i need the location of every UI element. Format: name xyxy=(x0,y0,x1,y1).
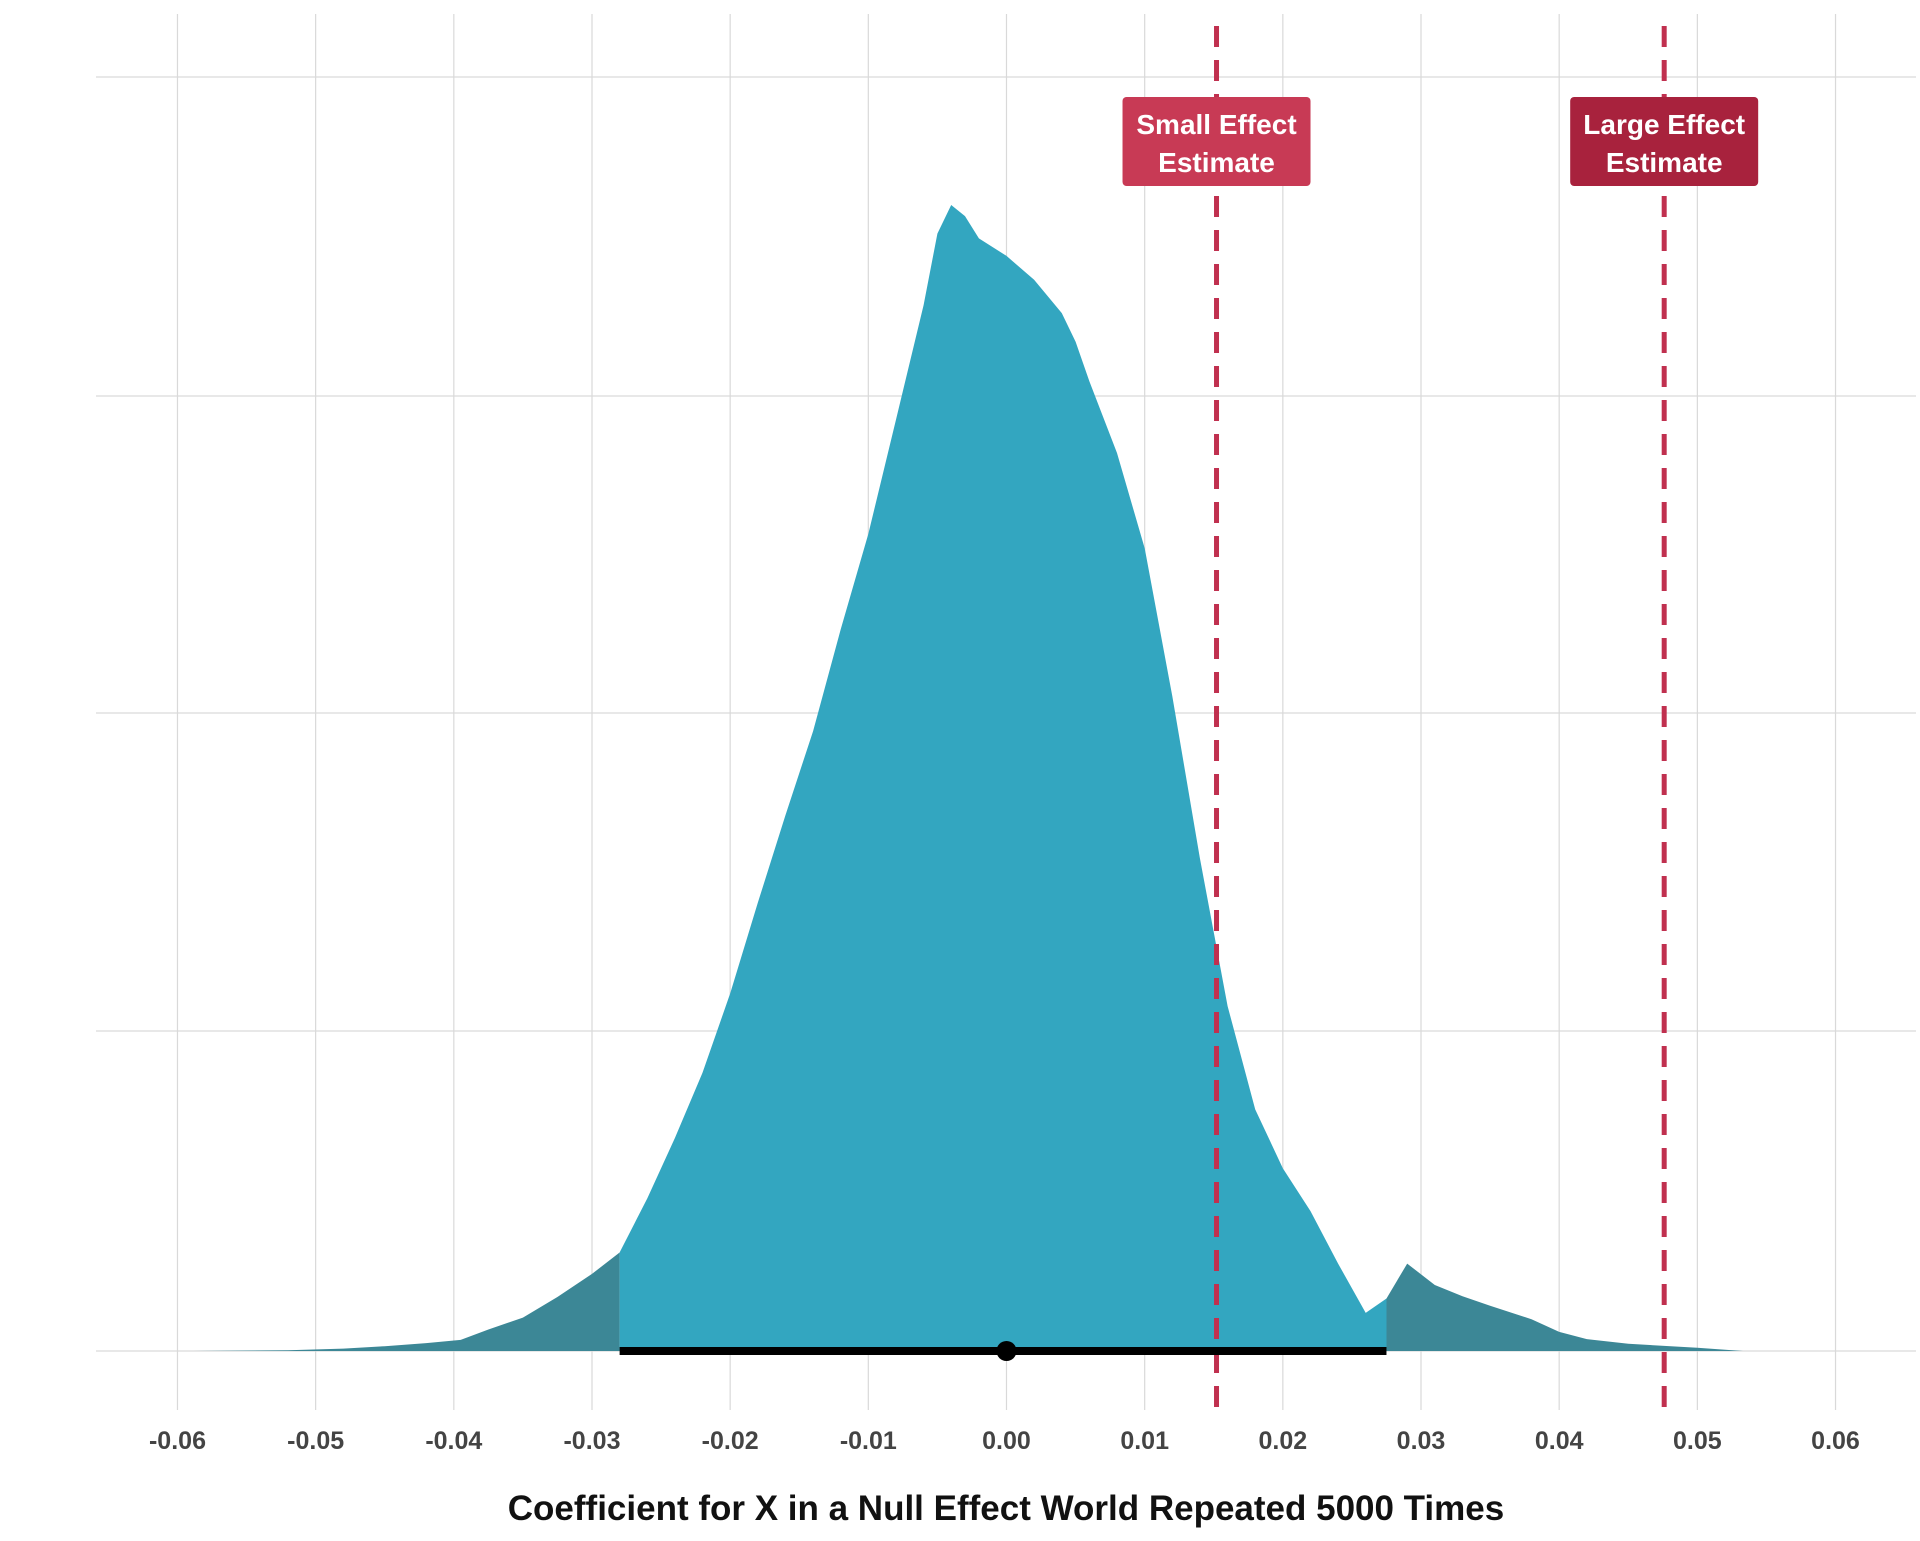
reference-label-line1: Small Effect xyxy=(1136,109,1296,140)
x-tick-label: 0.03 xyxy=(1397,1427,1446,1455)
x-tick-label: 0.02 xyxy=(1259,1427,1308,1455)
x-tick-label: -0.02 xyxy=(702,1427,759,1455)
x-tick-label: 0.00 xyxy=(982,1427,1031,1455)
reference-label-line2: Estimate xyxy=(1606,147,1723,178)
x-tick-labels: -0.06 -0.05 -0.04 -0.03 -0.02 -0.01 0.00 0.01 0.… xyxy=(149,1427,1860,1455)
x-axis-title: Coefficient for X in a Null Effect World… xyxy=(508,1489,1504,1528)
reference-label-box xyxy=(1122,97,1311,186)
x-tick-label: -0.05 xyxy=(287,1427,344,1455)
right-tail-area xyxy=(1386,1263,1743,1351)
x-tick-label: 0.04 xyxy=(1535,1427,1584,1455)
point-estimate xyxy=(996,1341,1017,1361)
reference-label-line2: Estimate xyxy=(1158,147,1275,178)
x-tick-label: -0.01 xyxy=(840,1427,897,1455)
reference-label-line1: Large Effect xyxy=(1583,109,1745,140)
x-tick-label: 0.01 xyxy=(1120,1427,1169,1455)
x-tick-label: -0.04 xyxy=(425,1427,482,1455)
central-interval-area xyxy=(619,205,1387,1351)
reference-lines xyxy=(1214,26,1667,1415)
x-tick-label: 0.06 xyxy=(1811,1427,1860,1455)
density-areas xyxy=(194,205,1743,1351)
left-tail-area xyxy=(194,1252,620,1351)
x-tick-label: -0.03 xyxy=(563,1427,620,1455)
x-tick-label: -0.06 xyxy=(149,1427,206,1455)
interval-layer xyxy=(619,1341,1387,1361)
reference-label-box xyxy=(1570,97,1759,186)
annotation-layer: Small Effect Estimate Large Effect Estimate xyxy=(1122,97,1759,186)
x-tick-label: 0.05 xyxy=(1673,1427,1722,1455)
